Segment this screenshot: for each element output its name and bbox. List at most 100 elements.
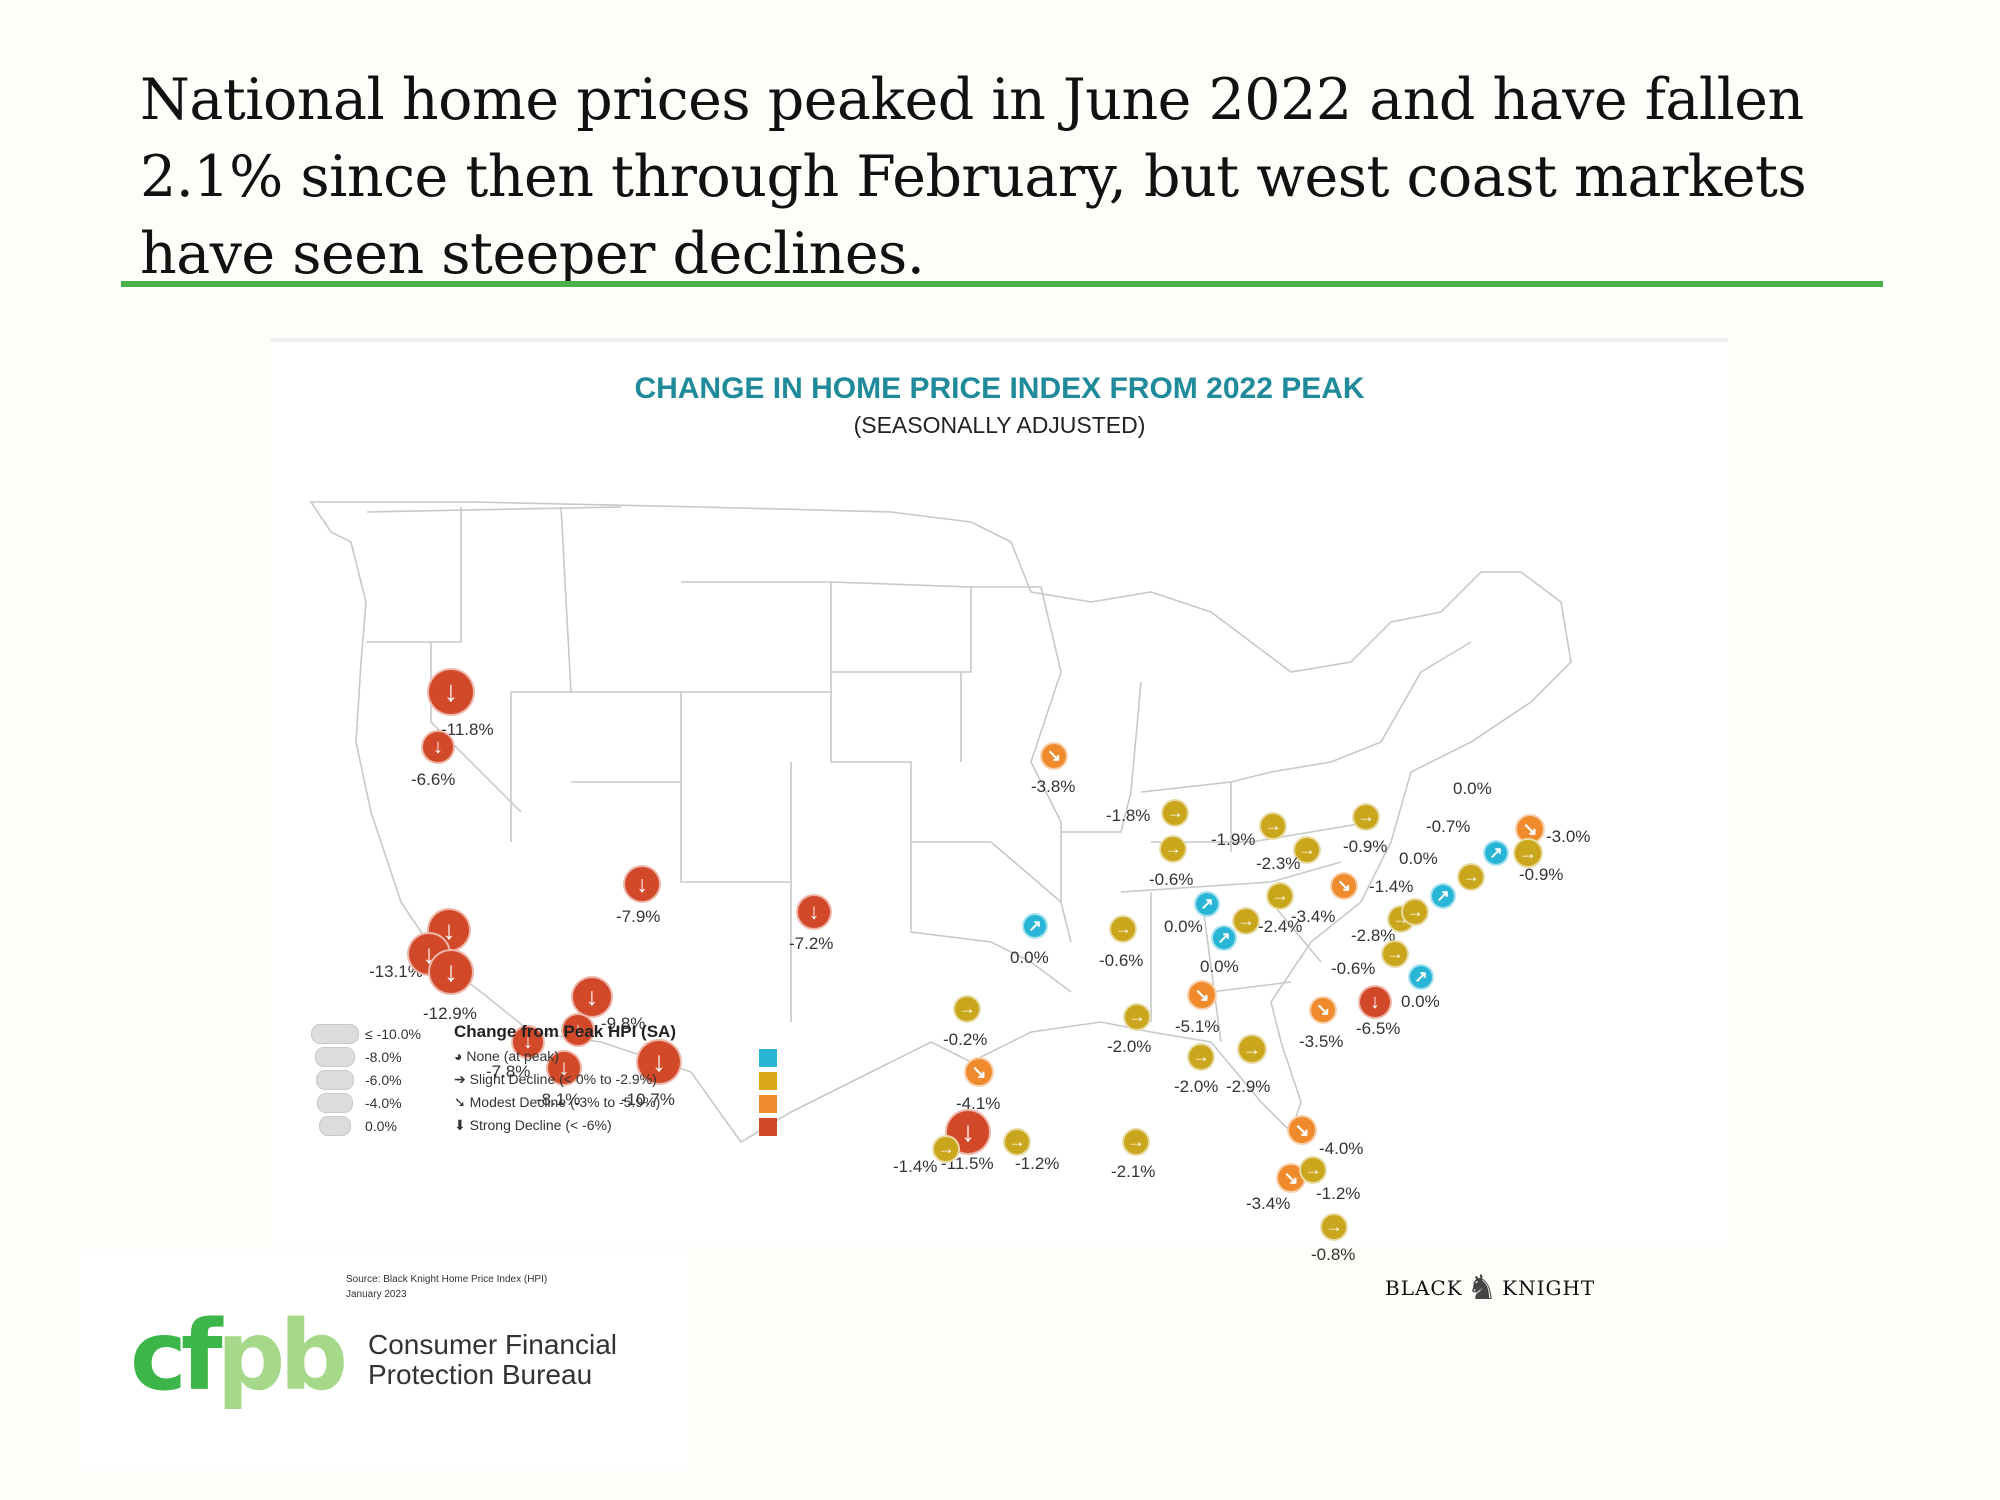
slight-decline-marker-icon: →: [1109, 915, 1137, 943]
legend-title: Change from Peak HPI (SA): [454, 1022, 676, 1041]
legend-sizes: ≤ -10.0% -8.0% -6.0% -4.0% 0.0%: [311, 1022, 421, 1137]
legend-item-slight: ➔ Slight Decline (< 0% to -2.9%): [454, 1071, 657, 1087]
legend-size-item: -8.0%: [311, 1045, 421, 1068]
slight-decline-marker-icon: →: [1159, 835, 1187, 863]
modest-decline-marker-icon: ↘: [1287, 1115, 1317, 1145]
none-decline-marker-icon: ↗: [1211, 925, 1237, 951]
strong-decline-marker-icon: ↓: [1358, 985, 1392, 1019]
slight-decline-marker-icon: →: [1381, 940, 1409, 968]
modest-decline-marker-icon: ↘: [1187, 980, 1217, 1010]
marker-value-label: 0.0%: [1453, 779, 1492, 798]
chart-panel: CHANGE IN HOME PRICE INDEX FROM 2022 PEA…: [271, 338, 1728, 1264]
strong-decline-marker-icon: ↓: [571, 976, 613, 1018]
marker-value-label: -1.2%: [1316, 1184, 1361, 1203]
marker-value-label: -0.9%: [1343, 837, 1388, 856]
size-pill-icon: [317, 1092, 353, 1113]
marker-value-label: -6.6%: [411, 770, 456, 789]
marker-value-label: -1.8%: [1106, 806, 1151, 825]
swatch-slight: [759, 1072, 777, 1090]
slight-decline-marker-icon: →: [1123, 1003, 1151, 1031]
marker-value-label: -3.0%: [1546, 827, 1591, 846]
marker-value-label: -1.4%: [1369, 877, 1414, 896]
marker-value-label: 0.0%: [1010, 948, 1049, 967]
size-pill-icon: [315, 1046, 355, 1067]
chart-subtitle: (SEASONALLY ADJUSTED): [853, 412, 1146, 438]
marker-value-label: -2.0%: [1107, 1037, 1152, 1056]
agency-name: Consumer Financial Protection Bureau: [368, 1329, 617, 1390]
source-note: Source: Black Knight Home Price Index (H…: [346, 1274, 548, 1300]
none-decline-marker-icon: ↗: [1408, 964, 1434, 990]
marker-value-label: -8.1%: [536, 1090, 581, 1109]
marker-value-label: 0.0%: [1399, 849, 1438, 868]
slight-decline-marker-icon: →: [1003, 1128, 1031, 1156]
slight-decline-marker-icon: →: [1232, 907, 1260, 935]
slight-decline-marker-icon: →: [932, 1135, 960, 1163]
headline: National home prices peaked in June 2022…: [140, 67, 1807, 287]
size-pill-icon: [311, 1023, 359, 1044]
legend-item-strong: ⬇ Strong Decline (< -6%): [454, 1117, 612, 1133]
marker-value-label: -7.8%: [486, 1062, 531, 1081]
marker-value-label: -4.0%: [1319, 1139, 1364, 1158]
slight-decline-marker-icon: →: [1320, 1213, 1348, 1241]
strong-decline-marker-icon: ↓: [636, 1039, 682, 1085]
marker-value-label: -0.6%: [1149, 870, 1194, 889]
strong-decline-marker-icon: ↓: [561, 1013, 595, 1047]
strong-decline-marker-icon: ↓: [623, 865, 661, 903]
marker-value-label: -3.5%: [1299, 1032, 1344, 1051]
swatch-strong: [759, 1118, 777, 1136]
cfpb-logo: cfpb: [130, 1300, 348, 1412]
black-knight-logo: BLACK ♞ KNIGHT: [1385, 1268, 1596, 1308]
legend-size-item: -4.0%: [311, 1091, 421, 1114]
swatch-none: [759, 1049, 777, 1067]
modest-decline-marker-icon: ↘: [1330, 872, 1358, 900]
marker-value-label: -7.9%: [616, 907, 661, 926]
legend-item-none: ◕ None (at peak): [454, 1048, 559, 1064]
legend-size-item: 0.0%: [311, 1114, 421, 1137]
marker-value-label: -0.6%: [1099, 951, 1144, 970]
marker-value-label: -1.4%: [893, 1157, 938, 1176]
marker-value-label: -2.8%: [1351, 926, 1396, 945]
strong-decline-marker-icon: ↓: [428, 949, 474, 995]
none-decline-marker-icon: ↗: [1430, 883, 1456, 909]
marker-value-label: -9.8%: [601, 1014, 646, 1033]
marker-value-label: -1.9%: [1211, 830, 1256, 849]
none-decline-marker-icon: ↗: [1483, 840, 1509, 866]
modest-decline-marker-icon: ↘: [964, 1057, 994, 1087]
slight-decline-marker-icon: →: [1457, 863, 1485, 891]
legend-item-modest: ➘ Modest Decline (-3% to -5.9%): [454, 1094, 661, 1110]
chart-title: CHANGE IN HOME PRICE INDEX FROM 2022 PEA…: [634, 372, 1365, 405]
marker-value-label: -12.9%: [423, 1004, 477, 1023]
marker-value-label: 0.0%: [1401, 992, 1440, 1011]
slight-decline-marker-icon: →: [1299, 1156, 1327, 1184]
legend-size-item: -6.0%: [311, 1068, 421, 1091]
strong-decline-marker-icon: ↓: [421, 730, 455, 764]
slight-decline-marker-icon: →: [953, 995, 981, 1023]
strong-decline-marker-icon: ↓: [511, 1025, 545, 1059]
legend-size-item: ≤ -10.0%: [311, 1022, 421, 1045]
slight-decline-marker-icon: →: [1187, 1043, 1215, 1071]
knight-icon: ♞: [1466, 1268, 1499, 1308]
marker-value-label: -10.7%: [621, 1090, 675, 1109]
slight-decline-marker-icon: →: [1237, 1034, 1267, 1064]
marker-value-label: -0.8%: [1311, 1245, 1356, 1264]
marker-value-label: -11.8%: [441, 720, 494, 739]
marker-value-label: -3.4%: [1246, 1194, 1291, 1213]
footer-logo-area: [80, 1250, 690, 1470]
marker-value-label: -1.2%: [1015, 1154, 1060, 1173]
none-decline-marker-icon: ↗: [1194, 891, 1220, 917]
marker-value-label: -4.1%: [956, 1094, 1001, 1113]
marker-value-label: -13.1%: [369, 962, 423, 981]
marker-value-label: -3.4%: [1291, 907, 1336, 926]
size-pill-icon: [319, 1115, 351, 1136]
marker-value-label: 0.0%: [1200, 957, 1239, 976]
marker-value-label: 0.0%: [1164, 917, 1203, 936]
size-pill-icon: [316, 1069, 354, 1090]
marker-value-label: -0.6%: [1331, 959, 1376, 978]
marker-value-label: -2.4%: [1258, 917, 1303, 936]
slight-decline-marker-icon: →: [1161, 799, 1189, 827]
modest-decline-marker-icon: ↘: [1040, 742, 1068, 770]
slight-decline-marker-icon: →: [1352, 803, 1380, 831]
marker-value-label: -2.0%: [1174, 1077, 1219, 1096]
marker-value-label: -2.9%: [1226, 1077, 1271, 1096]
title-underline: [121, 281, 1883, 287]
